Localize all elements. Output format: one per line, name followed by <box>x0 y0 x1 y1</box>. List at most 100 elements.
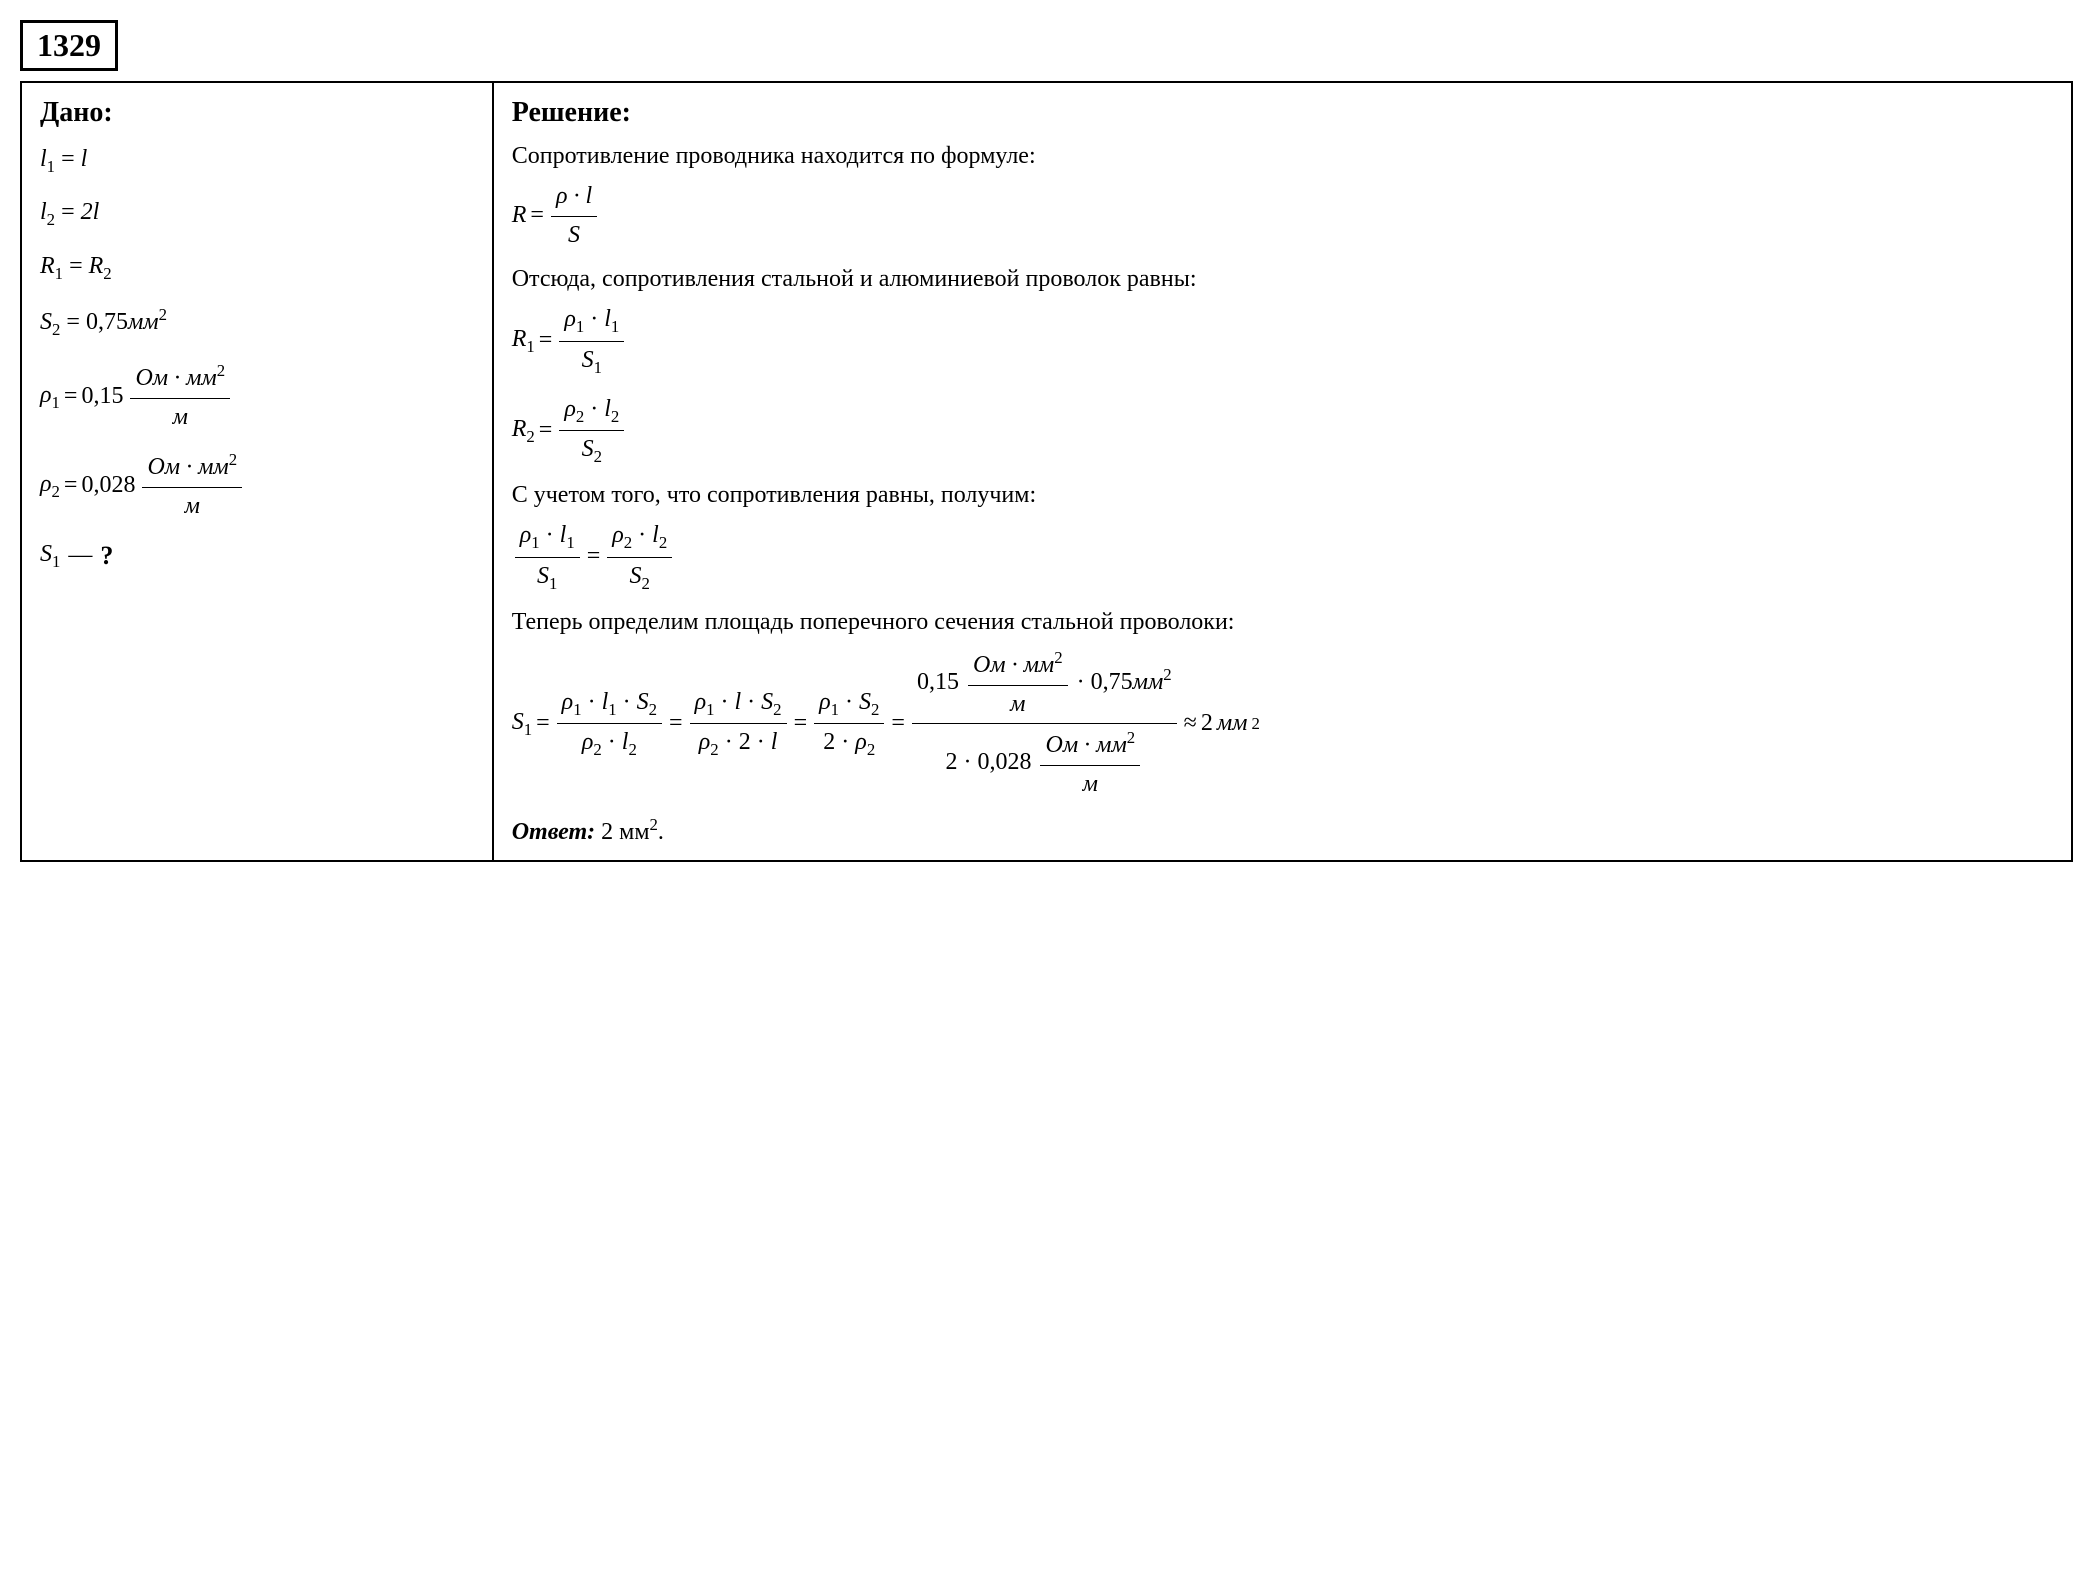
formula-equality: ρ1 · l1 S1 = ρ2 · l2 S2 <box>512 519 2053 595</box>
answer: Ответ: 2 мм2. <box>512 815 2053 846</box>
u1: Ом · мм2 м <box>968 646 1068 721</box>
ds: 2 <box>594 447 602 466</box>
ud: м <box>968 686 1068 722</box>
dot: · <box>588 689 596 715</box>
sub: 2 <box>52 482 60 501</box>
dot: · <box>841 729 849 755</box>
nbs: 1 <box>611 317 619 336</box>
problem-table: Дано: l1 = l l2 = 2l R1 = R2 S2 = 0,75мм… <box>20 81 2073 862</box>
var: R <box>40 253 55 279</box>
dot: · <box>546 522 554 548</box>
dot: · <box>721 689 729 715</box>
sub: 2 <box>52 320 60 339</box>
given-find: S1 — ? <box>40 538 474 574</box>
sub: 2 <box>103 263 111 282</box>
sup: 2 <box>229 450 237 469</box>
pre: 2 <box>823 729 835 755</box>
problem-number: 1329 <box>20 20 118 71</box>
a: ρ <box>695 689 707 715</box>
solution-text2: Отсюда, сопротивления стальной и алюмини… <box>512 266 2053 293</box>
sub: 1 <box>55 263 63 282</box>
sub: 2 <box>526 427 534 446</box>
d: S <box>582 347 594 373</box>
dot: · <box>747 689 755 715</box>
das: 2 <box>867 740 875 759</box>
d: S <box>582 436 594 462</box>
dot: · <box>725 729 733 755</box>
frac-left: ρ1 · l1 S1 <box>515 519 580 595</box>
unit-num: Ом · мм <box>147 454 228 480</box>
nb: l <box>604 396 611 422</box>
bs: 1 <box>608 700 616 719</box>
formula-final: S1 = ρ1 · l1 · S2 ρ2 · l2 = ρ1 · l · S2 … <box>512 646 2053 801</box>
var: ρ <box>40 382 52 408</box>
eq: = <box>69 253 83 279</box>
unit: мм <box>128 309 159 335</box>
solution-title: Решение: <box>512 97 2053 129</box>
da: ρ <box>855 729 867 755</box>
lhs: R <box>512 199 527 233</box>
u2: Ом · мм2 м <box>1040 726 1140 801</box>
eq: = <box>587 540 601 574</box>
sub: 1 <box>526 337 534 356</box>
das: 2 <box>593 740 601 759</box>
frac-calc: 0,15 Ом · мм2 м · 0,75мм2 2 · 0,028 Ом ·… <box>912 646 1177 801</box>
nb: l <box>604 306 611 332</box>
pre: 2 <box>739 729 751 755</box>
sub: 1 <box>52 393 60 412</box>
solution-text4: Теперь определим площадь поперечного сеч… <box>512 609 2053 636</box>
given-rho2: ρ2 = 0,028 Ом · мм2 м <box>40 448 474 523</box>
val: 0,15 <box>81 380 123 414</box>
unit-den: м <box>142 488 242 524</box>
v: 0,028 <box>977 749 1031 775</box>
ds: 1 <box>594 357 602 376</box>
da: ρ <box>699 729 711 755</box>
sub: 2 <box>47 210 55 229</box>
val: 2l <box>81 199 100 225</box>
nbs: 1 <box>566 533 574 552</box>
result-sup: 2 <box>1251 712 1259 736</box>
var: R <box>512 416 527 442</box>
dot: · <box>845 689 853 715</box>
result-val: 2 <box>1201 707 1213 741</box>
na: ρ <box>612 522 624 548</box>
formula-R1: R1 = ρ1 · l1 S1 <box>512 303 2053 379</box>
c: S <box>761 689 773 715</box>
approx: ≈ <box>1184 707 1197 741</box>
db: l <box>771 729 778 755</box>
dot: · <box>1077 669 1085 695</box>
frac: ρ2 · l2 S2 <box>559 393 624 469</box>
frac: ρ · l S <box>551 180 597 252</box>
result-unit: мм <box>1217 707 1248 741</box>
val: l <box>81 146 88 172</box>
question-mark: ? <box>100 538 113 574</box>
eq: = <box>530 199 544 233</box>
s2: 0,75 <box>1091 669 1133 695</box>
answer-sup: 2 <box>650 815 658 834</box>
answer-val: 2 мм <box>601 819 649 845</box>
ds: 2 <box>642 574 650 593</box>
nbs: 2 <box>611 407 619 426</box>
var: S <box>512 709 524 735</box>
eq: = <box>61 199 75 225</box>
pre: 2 <box>945 749 957 775</box>
var: S <box>40 309 52 335</box>
eq: = <box>61 146 75 172</box>
given-rho1: ρ1 = 0,15 Ом · мм2 м <box>40 359 474 434</box>
unit-frac: Ом · мм2 м <box>130 359 230 434</box>
d: S <box>537 563 549 589</box>
as: 1 <box>831 700 839 719</box>
var: S <box>40 541 52 567</box>
b: S <box>859 689 871 715</box>
val: 0,028 <box>81 469 135 503</box>
unit-den: м <box>130 399 230 435</box>
sub: 1 <box>524 720 532 739</box>
given-R-eq: R1 = R2 <box>40 250 474 285</box>
nas: 2 <box>576 407 584 426</box>
given-l2: l2 = 2l <box>40 196 474 231</box>
var: l <box>40 146 47 172</box>
num: ρ · l <box>551 180 597 217</box>
un: Ом · мм <box>973 652 1054 678</box>
na: ρ <box>564 396 576 422</box>
solution-text1: Сопротивление проводника находится по фо… <box>512 143 2053 170</box>
